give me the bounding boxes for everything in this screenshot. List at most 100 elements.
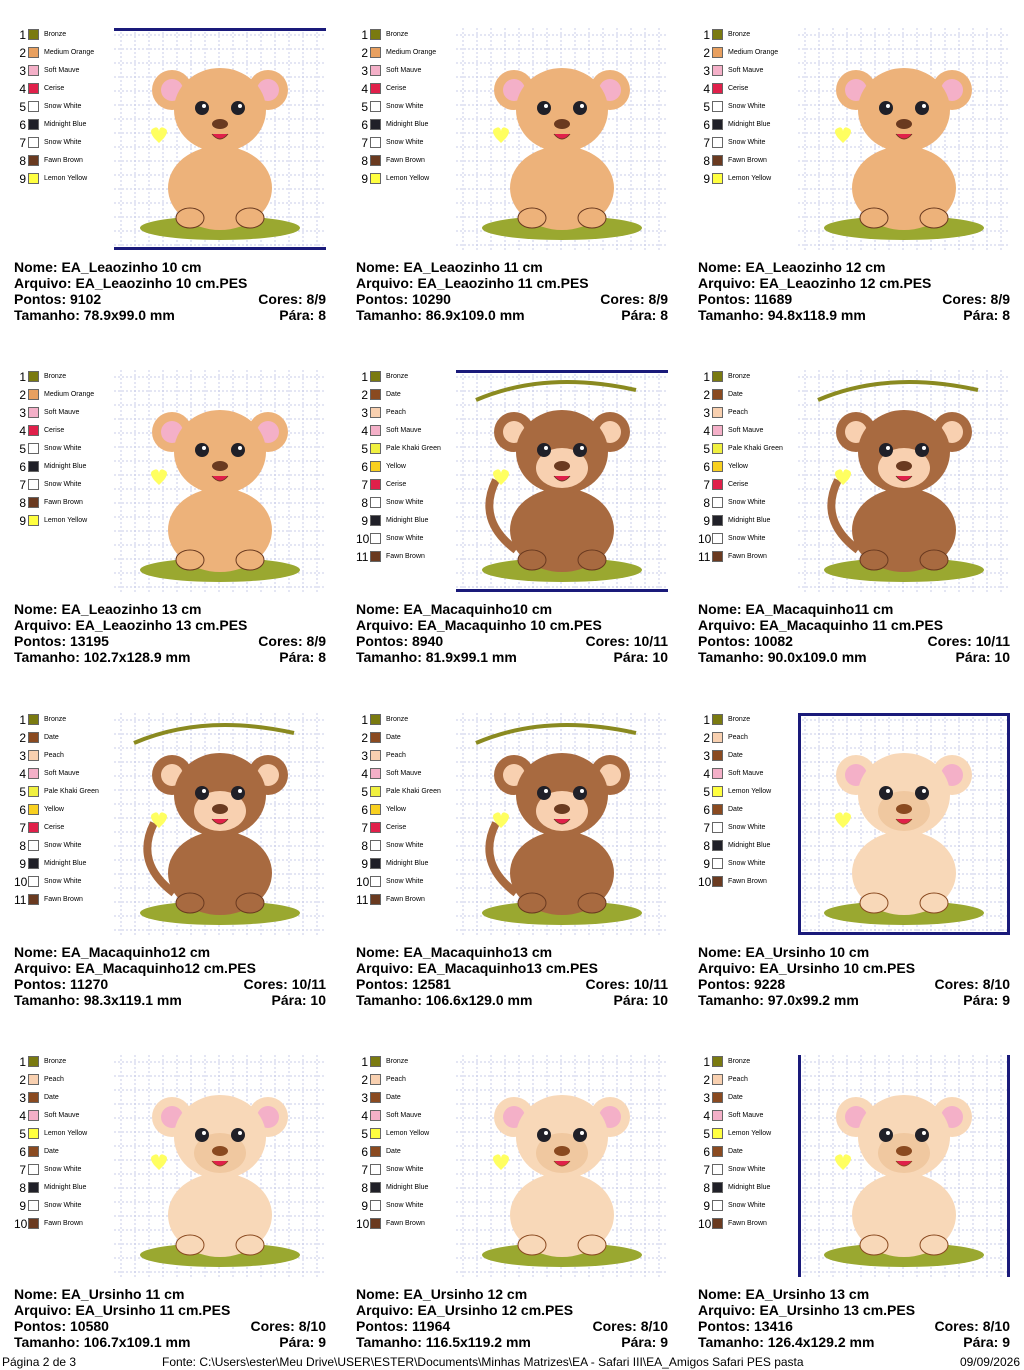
color-number: 5: [361, 100, 368, 114]
color-swatch: [28, 173, 39, 184]
stitches-line: Pontos: 13195 Cores: 8/9: [14, 633, 326, 649]
color-swatch: [712, 732, 723, 743]
color-number: 4: [703, 82, 710, 96]
foot: [577, 892, 607, 914]
color-swatch: [370, 840, 381, 851]
color-number: 1: [703, 370, 710, 384]
vine: [133, 723, 295, 745]
color-count: 8/10: [640, 1318, 668, 1334]
color-name: Cerise: [386, 824, 407, 831]
stitch-count: 13416: [754, 1318, 793, 1334]
color-count: 10/11: [975, 633, 1010, 649]
color-swatch: [370, 407, 381, 418]
color-swatch: [370, 173, 381, 184]
label: Tamanho:: [698, 649, 764, 665]
nose: [896, 804, 912, 814]
color-number: 6: [703, 118, 710, 132]
color-name: Soft Mauve: [728, 1112, 764, 1119]
heart: [493, 469, 509, 485]
eye-glint: [580, 1131, 584, 1135]
color-name: Fawn Brown: [386, 157, 425, 164]
heart: [493, 127, 509, 143]
color-number: 6: [19, 460, 26, 474]
eye: [915, 1128, 929, 1142]
stop-count: 10: [652, 649, 668, 665]
color-name: Bronze: [728, 716, 751, 723]
color-swatch: [28, 1200, 39, 1211]
color-swatch: [712, 533, 723, 544]
file-name: EA_Leaozinho 10 cm.PES: [75, 275, 248, 291]
color-swatch: [28, 155, 39, 166]
file-line: Arquivo: EA_Macaquinho12 cm.PES: [14, 960, 326, 976]
name-line: Nome: EA_Ursinho 10 cm: [698, 944, 1010, 960]
design-name: EA_Leaozinho 13 cm: [61, 601, 202, 617]
color-number: 1: [19, 28, 26, 42]
label: Arquivo:: [14, 617, 72, 633]
color-name: Fawn Brown: [44, 896, 83, 903]
color-number: 3: [19, 749, 26, 763]
foot: [517, 207, 547, 229]
label: Pontos:: [698, 291, 751, 307]
color-name: Cerise: [386, 481, 407, 488]
color-number: 8: [19, 839, 26, 853]
color-swatch: [370, 461, 381, 472]
color-number: 9: [361, 172, 368, 186]
eye: [231, 786, 245, 800]
color-swatch: [370, 822, 381, 833]
design-card: 1 Bronze 2 Medium Orange 3 Soft Mauve 4 Cerise 5…: [14, 28, 326, 328]
color-name: Midnight Blue: [44, 1184, 87, 1191]
color-name: Snow White: [44, 139, 82, 146]
color-name: Cerise: [728, 85, 749, 92]
color-name: Snow White: [728, 1166, 766, 1173]
eye-glint: [886, 446, 890, 450]
color-number: 7: [361, 478, 368, 492]
design-card: 1 Bronze 2 Medium Orange 3 Soft Mauve 4 Cerise 5…: [698, 28, 1010, 328]
color-swatch: [28, 732, 39, 743]
label: Tamanho:: [698, 992, 764, 1008]
color-swatch: [712, 1182, 723, 1193]
stop-count: 8: [660, 307, 668, 323]
size-line: Tamanho: 116.5x119.2 mm Pára: 9: [356, 1334, 668, 1350]
label: Cores:: [934, 1318, 979, 1334]
color-swatch: [712, 461, 723, 472]
color-number: 5: [703, 1127, 710, 1141]
color-swatch: [712, 83, 723, 94]
design-preview: [456, 370, 668, 592]
label: Cores:: [592, 1318, 637, 1334]
color-number: 10: [14, 875, 28, 889]
color-swatch: [370, 101, 381, 112]
label: Cores:: [250, 1318, 295, 1334]
color-number: 3: [703, 1091, 710, 1105]
nose: [212, 119, 228, 129]
file-name: EA_Ursinho 11 cm.PES: [75, 1302, 231, 1318]
color-swatch: [712, 786, 723, 797]
color-name: Snow White: [44, 103, 82, 110]
label: Arquivo:: [698, 1302, 756, 1318]
color-name: Date: [728, 391, 743, 398]
foot: [577, 549, 607, 571]
design-card: 1 Bronze 2 Date 3 Peach 4 Soft Mauve 5 Pale Khaki…: [698, 370, 1010, 670]
color-name: Soft Mauve: [386, 1112, 422, 1119]
heart: [493, 812, 509, 828]
color-number: 8: [361, 1181, 368, 1195]
size-line: Tamanho: 106.7x109.1 mm Pára: 9: [14, 1334, 326, 1350]
color-number: 1: [703, 28, 710, 42]
design-size: 116.5x119.2 mm: [425, 1334, 531, 1350]
color-number: 1: [361, 713, 368, 727]
color-swatch: [28, 1074, 39, 1085]
nose: [554, 119, 570, 129]
color-number: 4: [361, 767, 368, 781]
color-number: 4: [361, 1109, 368, 1123]
color-name: Snow White: [386, 103, 424, 110]
color-name: Lemon Yellow: [386, 1130, 430, 1137]
color-number: 8: [703, 496, 710, 510]
design-preview: [456, 1055, 668, 1277]
color-swatch: [370, 1074, 381, 1085]
file-line: Arquivo: EA_Leaozinho 13 cm.PES: [14, 617, 326, 633]
foot: [235, 549, 265, 571]
label: Pára:: [963, 1334, 999, 1350]
stitches-line: Pontos: 10580 Cores: 8/10: [14, 1318, 326, 1334]
color-swatch: [370, 479, 381, 490]
label: Pára:: [271, 992, 307, 1008]
stitches-line: Pontos: 11270 Cores: 10/11: [14, 976, 326, 992]
